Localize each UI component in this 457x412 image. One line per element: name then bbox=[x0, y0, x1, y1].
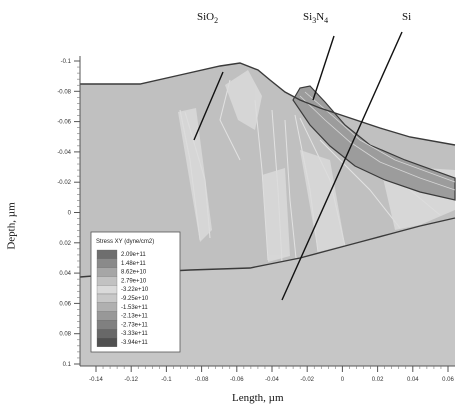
x-tick-label: -0.04 bbox=[265, 377, 279, 383]
label-si: Si bbox=[402, 11, 412, 23]
y-tick-label: 0.02 bbox=[59, 241, 71, 247]
legend-swatch bbox=[96, 276, 118, 286]
x-tick-label: 0.02 bbox=[372, 377, 384, 383]
legend-value: -3.33e+11 bbox=[121, 331, 148, 337]
legend-swatch bbox=[96, 285, 118, 295]
x-tick-label: -0.02 bbox=[300, 377, 314, 383]
x-tick-label: 0 bbox=[341, 377, 345, 383]
legend-value: 1.48e+11 bbox=[121, 261, 146, 267]
legend-value: 2.09e+11 bbox=[121, 252, 146, 258]
legend-swatch bbox=[96, 267, 118, 277]
surface-outline bbox=[80, 62, 456, 146]
y-tick-label: 0.06 bbox=[59, 301, 71, 307]
y-tick-label: 0.04 bbox=[59, 271, 71, 277]
legend-title: Stress XY (dyne/cm2) bbox=[96, 239, 154, 245]
y-tick-label: 0 bbox=[68, 211, 72, 217]
legend-value: -3.94e+11 bbox=[121, 340, 148, 346]
legend-value: 2.79e+10 bbox=[121, 278, 147, 284]
y-tick-label: -0.08 bbox=[57, 89, 71, 95]
x-axis-label: Length, µm bbox=[232, 392, 284, 404]
legend-value: -9.25e+10 bbox=[121, 296, 149, 302]
legend-swatch bbox=[96, 311, 118, 321]
legend-value: 8.62e+10 bbox=[121, 270, 147, 276]
legend-color-scale bbox=[96, 249, 118, 347]
legend-value: -3.22e+10 bbox=[121, 287, 149, 293]
x-tick-label: -0.1 bbox=[161, 377, 172, 383]
label-si3n4: Si3N4 bbox=[303, 11, 329, 26]
y-tick-label: 0.08 bbox=[59, 332, 71, 338]
label-sio2: SiO2 bbox=[197, 11, 219, 26]
x-ticks: -0.14 -0.12 -0.1 -0.08 -0.06 -0.04 -0.02 0 0.02 0… bbox=[89, 366, 454, 383]
nitride-layer bbox=[292, 85, 456, 201]
legend-swatch bbox=[96, 249, 118, 259]
x-tick-label: -0.08 bbox=[195, 377, 209, 383]
x-tick-label: 0.06 bbox=[442, 377, 454, 383]
stress-legend: Stress XY (dyne/cm2) 2.09e+11 1.48e+11 8.6… bbox=[90, 231, 181, 353]
legend-swatch bbox=[96, 337, 118, 347]
x-tick-label: 0.04 bbox=[407, 377, 419, 383]
x-tick-label: -0.12 bbox=[124, 377, 138, 383]
y-tick-label: -0.06 bbox=[57, 120, 71, 126]
si3n4-pointer bbox=[312, 35, 335, 101]
legend-value: -2.73e+11 bbox=[121, 322, 148, 328]
legend-value: -1.53e+11 bbox=[121, 305, 148, 311]
y-tick-label: -0.04 bbox=[57, 150, 71, 156]
si-pointer bbox=[281, 31, 403, 301]
sio2-pointer bbox=[193, 71, 224, 141]
legend-swatch bbox=[96, 329, 118, 339]
oxide-region bbox=[80, 63, 455, 277]
y-tick-label: -0.1 bbox=[61, 59, 72, 65]
legend-swatch bbox=[96, 293, 118, 303]
legend-swatch bbox=[96, 258, 118, 268]
legend-swatch bbox=[96, 320, 118, 330]
legend-values: 2.09e+11 1.48e+11 8.62e+10 2.79e+10 -3.22e+1… bbox=[121, 252, 149, 346]
y-tick-label: 0.1 bbox=[63, 362, 72, 368]
legend-swatch bbox=[96, 302, 118, 312]
legend-value: -2.13e+11 bbox=[121, 314, 148, 320]
x-tick-label: -0.06 bbox=[230, 377, 244, 383]
y-tick-label: -0.02 bbox=[57, 180, 71, 186]
y-ticks: -0.1 -0.08 -0.06 -0.04 -0.02 0 0.02 0.04 0.06 0.0… bbox=[57, 59, 80, 368]
x-tick-label: -0.14 bbox=[89, 377, 103, 383]
